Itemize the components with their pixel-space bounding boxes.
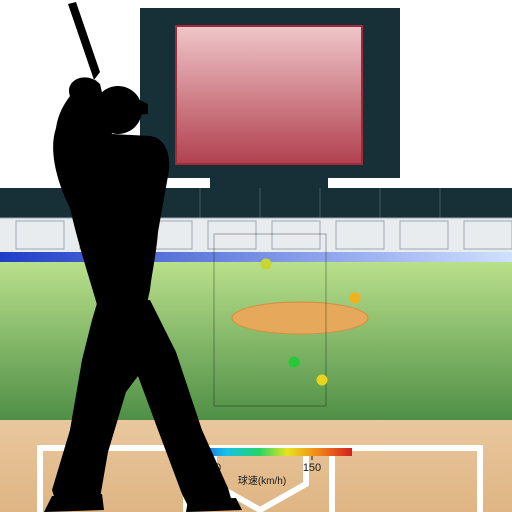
legend-axis-label: 球速(km/h) [238,474,286,487]
pitch-location-chart: 100150球速(km/h) [0,0,512,512]
pitch-marker [289,357,300,368]
pitch-marker [350,293,361,304]
scene-svg: 100150球速(km/h) [0,0,512,512]
pitchers-mound [232,302,368,334]
warning-track-stripe [0,252,512,262]
pitch-marker [261,259,272,270]
scoreboard [140,8,400,178]
pitch-marker [317,375,328,386]
legend-tick-label: 150 [303,462,321,474]
